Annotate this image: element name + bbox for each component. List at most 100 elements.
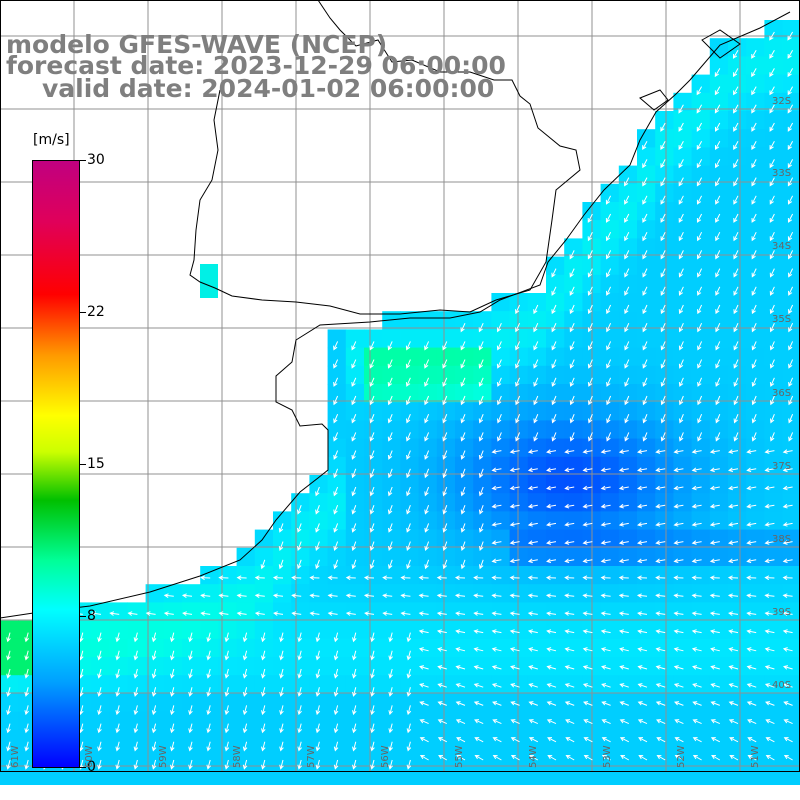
wind-cell xyxy=(618,584,638,603)
wind-cell xyxy=(709,365,729,385)
wind-cell xyxy=(764,311,784,330)
wind-cell xyxy=(782,529,800,549)
wind-arrow xyxy=(624,322,630,333)
wind-cell xyxy=(764,748,784,767)
wind-arrow xyxy=(746,449,757,454)
wind-cell xyxy=(455,420,474,440)
wind-arrow xyxy=(582,593,593,599)
wind-arrow xyxy=(478,468,484,479)
wind-cell xyxy=(600,238,620,258)
wind-cell xyxy=(655,493,674,512)
wind-cell xyxy=(673,657,693,676)
wind-cell xyxy=(618,384,638,403)
wind-arrow xyxy=(364,611,375,616)
wind-cell xyxy=(491,711,511,731)
wind-arrow xyxy=(442,486,448,497)
wind-cell xyxy=(163,602,183,622)
wind-cell xyxy=(455,529,474,549)
wind-cell xyxy=(728,165,747,185)
wind-arrow xyxy=(624,268,630,278)
wind-cell xyxy=(400,511,420,531)
wind-arrow xyxy=(351,468,357,479)
wind-cell xyxy=(273,693,292,713)
wind-arrow xyxy=(406,705,412,716)
wind-arrow xyxy=(242,632,248,643)
wind-cell xyxy=(564,475,583,494)
wind-cell xyxy=(400,729,420,749)
wind-arrow xyxy=(533,341,539,351)
wind-arrow xyxy=(437,737,448,743)
wind-cell xyxy=(728,475,747,494)
wind-cell xyxy=(691,438,711,458)
wind-cell xyxy=(200,264,218,298)
wind-cell xyxy=(655,766,674,785)
wind-cell xyxy=(564,402,583,421)
wind-arrow xyxy=(642,414,648,424)
wind-arrow xyxy=(406,432,411,442)
wind-cell xyxy=(746,147,765,167)
wind-cell xyxy=(728,456,747,476)
wind-cell xyxy=(600,256,620,276)
wind-arrow xyxy=(546,665,557,670)
wind-cell xyxy=(746,693,765,713)
lon-label: 57W xyxy=(306,745,317,768)
wind-arrow xyxy=(728,540,739,545)
wind-cell xyxy=(564,493,583,512)
wind-arrow xyxy=(751,359,757,369)
wind-arrow xyxy=(733,304,739,315)
wind-cell xyxy=(127,620,147,640)
wind-arrow xyxy=(751,395,757,406)
wind-arrow xyxy=(97,741,102,752)
wind-arrow xyxy=(405,377,411,387)
wind-cell xyxy=(254,620,274,640)
wind-arrow xyxy=(333,741,339,752)
wind-arrow xyxy=(728,467,739,473)
wind-arrow xyxy=(746,629,757,634)
wind-arrow xyxy=(587,359,593,369)
wind-arrow xyxy=(261,741,266,752)
wind-cell xyxy=(691,402,711,421)
wind-arrow xyxy=(624,213,630,223)
wind-cell xyxy=(163,675,183,694)
wind-cell xyxy=(673,511,693,531)
wind-arrow xyxy=(618,522,629,527)
wind-arrow xyxy=(733,122,739,132)
wind-arrow xyxy=(751,377,757,387)
wind-cell xyxy=(728,238,747,258)
wind-arrow xyxy=(24,650,29,661)
wind-arrow xyxy=(582,647,593,652)
wind-cell xyxy=(364,584,383,603)
wind-cell xyxy=(709,238,729,258)
wind-cell xyxy=(473,475,492,494)
wind-arrow xyxy=(491,522,502,527)
wind-arrow xyxy=(782,575,793,581)
wind-cell xyxy=(618,365,638,385)
wind-cell xyxy=(728,74,747,94)
wind-cell xyxy=(400,529,420,549)
wind-arrow xyxy=(787,31,794,41)
wind-arrow xyxy=(388,759,393,770)
wind-arrow xyxy=(497,432,502,442)
wind-arrow xyxy=(679,395,684,406)
lat-label: 32S xyxy=(772,96,792,107)
wind-cell xyxy=(473,493,492,512)
wind-arrow xyxy=(473,683,484,688)
wind-cell xyxy=(509,675,529,694)
wind-arrow xyxy=(746,467,757,473)
wind-arrow xyxy=(473,647,484,652)
wind-arrow xyxy=(297,650,302,661)
wind-cell xyxy=(364,602,383,622)
wind-arrow xyxy=(351,450,357,460)
wind-cell xyxy=(709,529,729,549)
wind-arrow xyxy=(406,414,411,424)
wind-arrow xyxy=(551,322,557,333)
wind-arrow xyxy=(491,611,502,616)
wind-arrow xyxy=(297,687,302,697)
wind-arrow xyxy=(546,647,557,652)
wind-cell xyxy=(91,602,110,622)
wind-arrow xyxy=(733,395,739,406)
wind-cell xyxy=(764,729,784,749)
lat-label: 35S xyxy=(772,314,792,325)
wind-arrow xyxy=(454,575,466,581)
wind-cell xyxy=(764,766,784,785)
